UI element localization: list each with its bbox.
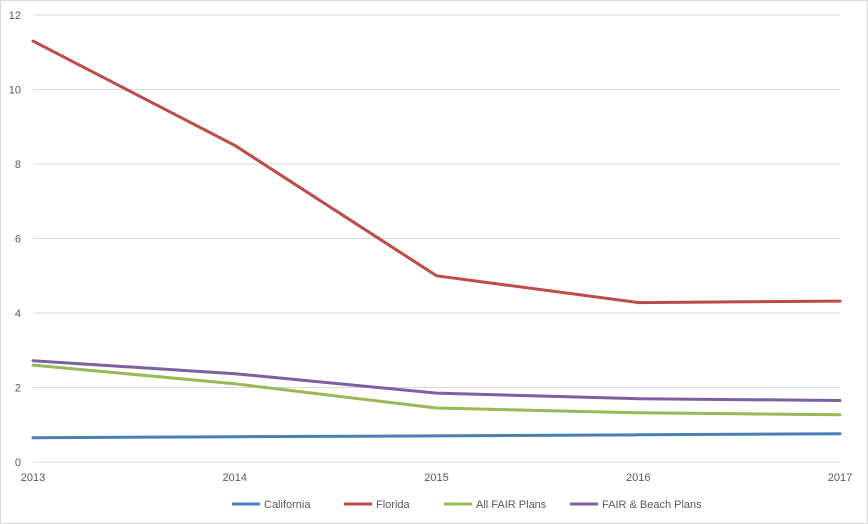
- y-tick-label: 10: [9, 85, 21, 97]
- legend-item: Florida: [344, 499, 411, 511]
- legend-label: FAIR & Beach Plans: [602, 499, 702, 511]
- gridlines: [33, 14, 840, 388]
- x-tick-label: 2016: [626, 472, 650, 484]
- legend-label: All FAIR Plans: [476, 499, 547, 511]
- x-tick-label: 2015: [424, 472, 448, 484]
- x-tick-label: 2017: [828, 472, 852, 484]
- y-tick-label: 0: [15, 457, 21, 469]
- x-axis-tick-labels: 2013 2014 2015 2016 2017: [21, 472, 852, 484]
- x-tick-label: 2014: [223, 472, 247, 484]
- series-line-2: [31, 39, 842, 305]
- y-tick-label: 2: [15, 383, 21, 395]
- series-lines: [31, 39, 842, 440]
- series-line-4: [31, 359, 842, 402]
- x-tick-label: 2013: [21, 472, 45, 484]
- legend-item: All FAIR Plans: [444, 499, 547, 511]
- y-axis-tick-labels: 0 2 4 6 8 10 12: [9, 10, 21, 469]
- legend-item: California: [232, 499, 311, 511]
- legend-label: Florida: [376, 499, 411, 511]
- y-tick-label: 4: [15, 308, 21, 320]
- y-tick-label: 12: [9, 10, 21, 22]
- legend-item: FAIR & Beach Plans: [570, 499, 702, 511]
- legend-label: California: [264, 499, 311, 511]
- legend: California Florida All FAIR Plans FAIR & Be…: [232, 499, 702, 511]
- series-line-1: [31, 432, 842, 440]
- series-line-3: [31, 363, 842, 417]
- y-tick-label: 6: [15, 234, 21, 246]
- y-tick-label: 8: [15, 159, 21, 171]
